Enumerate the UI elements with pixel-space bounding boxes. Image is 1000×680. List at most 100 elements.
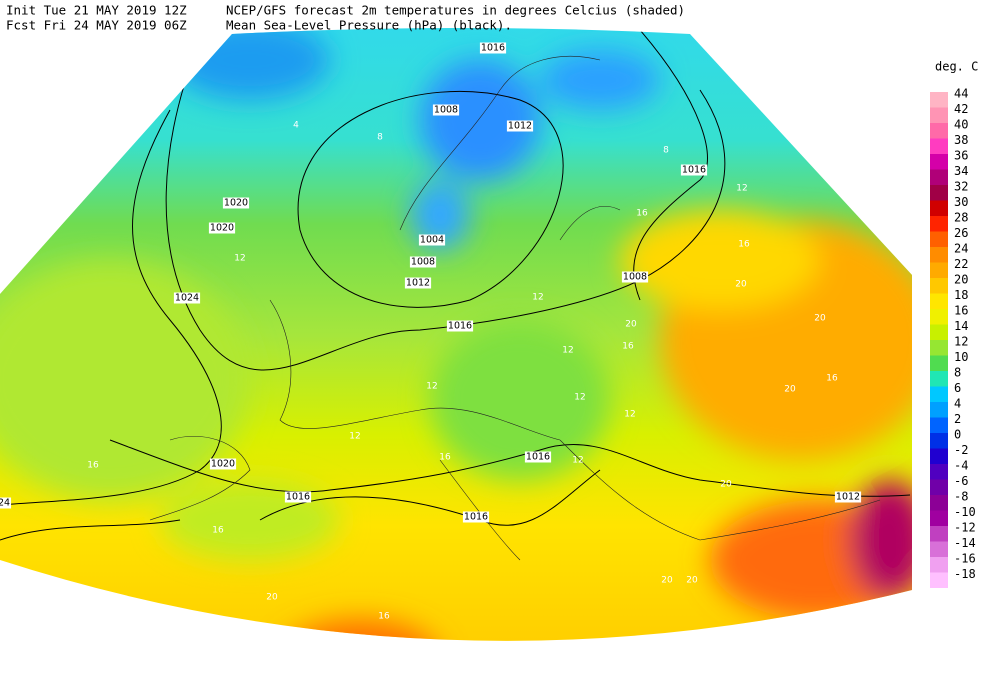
temperature-label: 12 <box>624 410 635 420</box>
colorbar-label: 4 <box>954 397 961 411</box>
temperature-label: 12 <box>426 382 437 392</box>
colorbar-label: -4 <box>954 459 968 473</box>
colorbar-swatch <box>930 526 948 542</box>
colorbar-label: 42 <box>954 102 968 116</box>
colorbar-swatch <box>930 123 948 139</box>
colorbar-swatch <box>930 138 948 154</box>
isobar-label-box <box>208 222 236 234</box>
temperature-label: 12 <box>349 432 360 442</box>
map <box>0 28 912 641</box>
isobar-label: 1016 <box>286 492 310 503</box>
colorbar-label: -16 <box>954 552 976 566</box>
colorbar-swatch <box>930 355 948 371</box>
isobar-label-box <box>222 197 250 209</box>
temperature-label: 16 <box>636 209 648 219</box>
colorbar-swatch <box>930 572 948 588</box>
temperature-label: 16 <box>87 461 99 471</box>
colorbar-swatch <box>930 216 948 232</box>
colorbar-swatch <box>930 557 948 573</box>
temperature-label: 16 <box>622 342 634 352</box>
isobar-label: 1020 <box>211 459 235 470</box>
temperature-label: 20 <box>720 480 732 490</box>
colorbar-label: 28 <box>954 211 968 225</box>
temperature-label: 20 <box>214 622 226 632</box>
colorbar-label: 2 <box>954 412 961 426</box>
colorbar-label: 40 <box>954 118 968 132</box>
colorbar-label: 12 <box>954 335 968 349</box>
isobar-label: 1016 <box>682 165 706 176</box>
colorbar-label: 20 <box>954 273 968 287</box>
temperature-label: 20 <box>814 314 826 324</box>
isobar-label-box <box>209 458 237 470</box>
colorbar-label: -14 <box>954 536 976 550</box>
temperature-label: 20 <box>661 576 673 586</box>
colorbar-swatch <box>930 154 948 170</box>
isobar-label-box <box>173 292 201 304</box>
isobar-label: 1012 <box>836 492 860 503</box>
colorbar-label: 10 <box>954 350 968 364</box>
colorbar-label: 8 <box>954 366 961 380</box>
isobar-label: 1012 <box>406 278 430 289</box>
colorbar-label: -8 <box>954 490 968 504</box>
temperature-label: 8 <box>377 133 383 143</box>
temperature-label: 16 <box>378 612 390 622</box>
temperature-label: 20 <box>784 385 796 395</box>
colorbar-swatch <box>930 479 948 495</box>
isobar-label: 1016 <box>464 512 488 523</box>
colorbar-swatch <box>930 541 948 557</box>
temperature-label: 16 <box>738 240 750 250</box>
temperature-label: 16 <box>826 374 838 384</box>
colorbar-unit: deg. C <box>935 60 978 74</box>
temperature-label: 20 <box>266 593 278 603</box>
colorbar-label: -12 <box>954 521 976 535</box>
isobar-label-box <box>0 497 12 509</box>
forecast-time: Fcst Fri 24 MAY 2019 06Z <box>6 18 187 33</box>
isobar-label-box <box>409 256 437 268</box>
isobar-label: 1016 <box>481 43 505 54</box>
colorbar-swatch <box>930 510 948 526</box>
coastlines <box>149 55 881 561</box>
colorbar-label: -10 <box>954 505 976 519</box>
isobar-label-box <box>524 451 552 463</box>
isobar-label: 1020 <box>224 198 248 209</box>
colorbar-swatch <box>930 169 948 185</box>
colorbar-swatch <box>930 278 948 294</box>
isobar-label-box <box>418 234 446 246</box>
isobar-label: 1008 <box>434 105 458 116</box>
isobar-label: 1016 <box>448 321 472 332</box>
colorbar-swatch <box>930 92 948 108</box>
isobar-label-box <box>404 277 432 289</box>
colorbar-label: 14 <box>954 319 968 333</box>
temperature-label: 12 <box>562 346 573 356</box>
temperature-label: 12 <box>572 456 583 466</box>
colorbar-swatch <box>930 340 948 356</box>
colorbar-swatch <box>930 293 948 309</box>
temperature-label: 20 <box>625 320 637 330</box>
colorbar-swatch <box>930 185 948 201</box>
temperature-label: 16 <box>439 453 451 463</box>
colorbar-label: 24 <box>954 242 968 256</box>
temperature-label: 8 <box>663 146 669 156</box>
colorbar-swatch <box>930 495 948 511</box>
colorbar-label: 34 <box>954 164 968 178</box>
isobar-label: 1004 <box>420 235 444 246</box>
isobar-label: 1008 <box>411 257 435 268</box>
isobar-label: 24 <box>0 498 10 509</box>
colorbar-label: 22 <box>954 257 968 271</box>
colorbar-swatch <box>930 433 948 449</box>
colorbar-label: -2 <box>954 443 968 457</box>
temperature-label: 4 <box>293 121 299 131</box>
colorbar-swatch <box>930 417 948 433</box>
isobar-label: 1024 <box>175 293 199 304</box>
colorbar-label: 32 <box>954 180 968 194</box>
temperature-label: 20 <box>686 576 698 586</box>
colorbar-swatch <box>930 402 948 418</box>
colorbar-label: -6 <box>954 474 968 488</box>
isobar-label: 1016 <box>526 452 550 463</box>
colorbar-label: 36 <box>954 149 968 163</box>
colorbar-label: 16 <box>954 304 968 318</box>
colorbar-swatch <box>930 107 948 123</box>
temperature-label: 20 <box>735 280 747 290</box>
temperature-label: 12 <box>736 184 747 194</box>
